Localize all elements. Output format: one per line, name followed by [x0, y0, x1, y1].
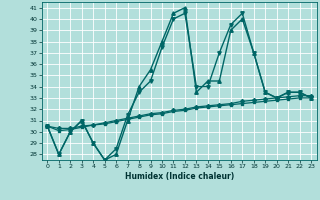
- X-axis label: Humidex (Indice chaleur): Humidex (Indice chaleur): [124, 172, 234, 181]
